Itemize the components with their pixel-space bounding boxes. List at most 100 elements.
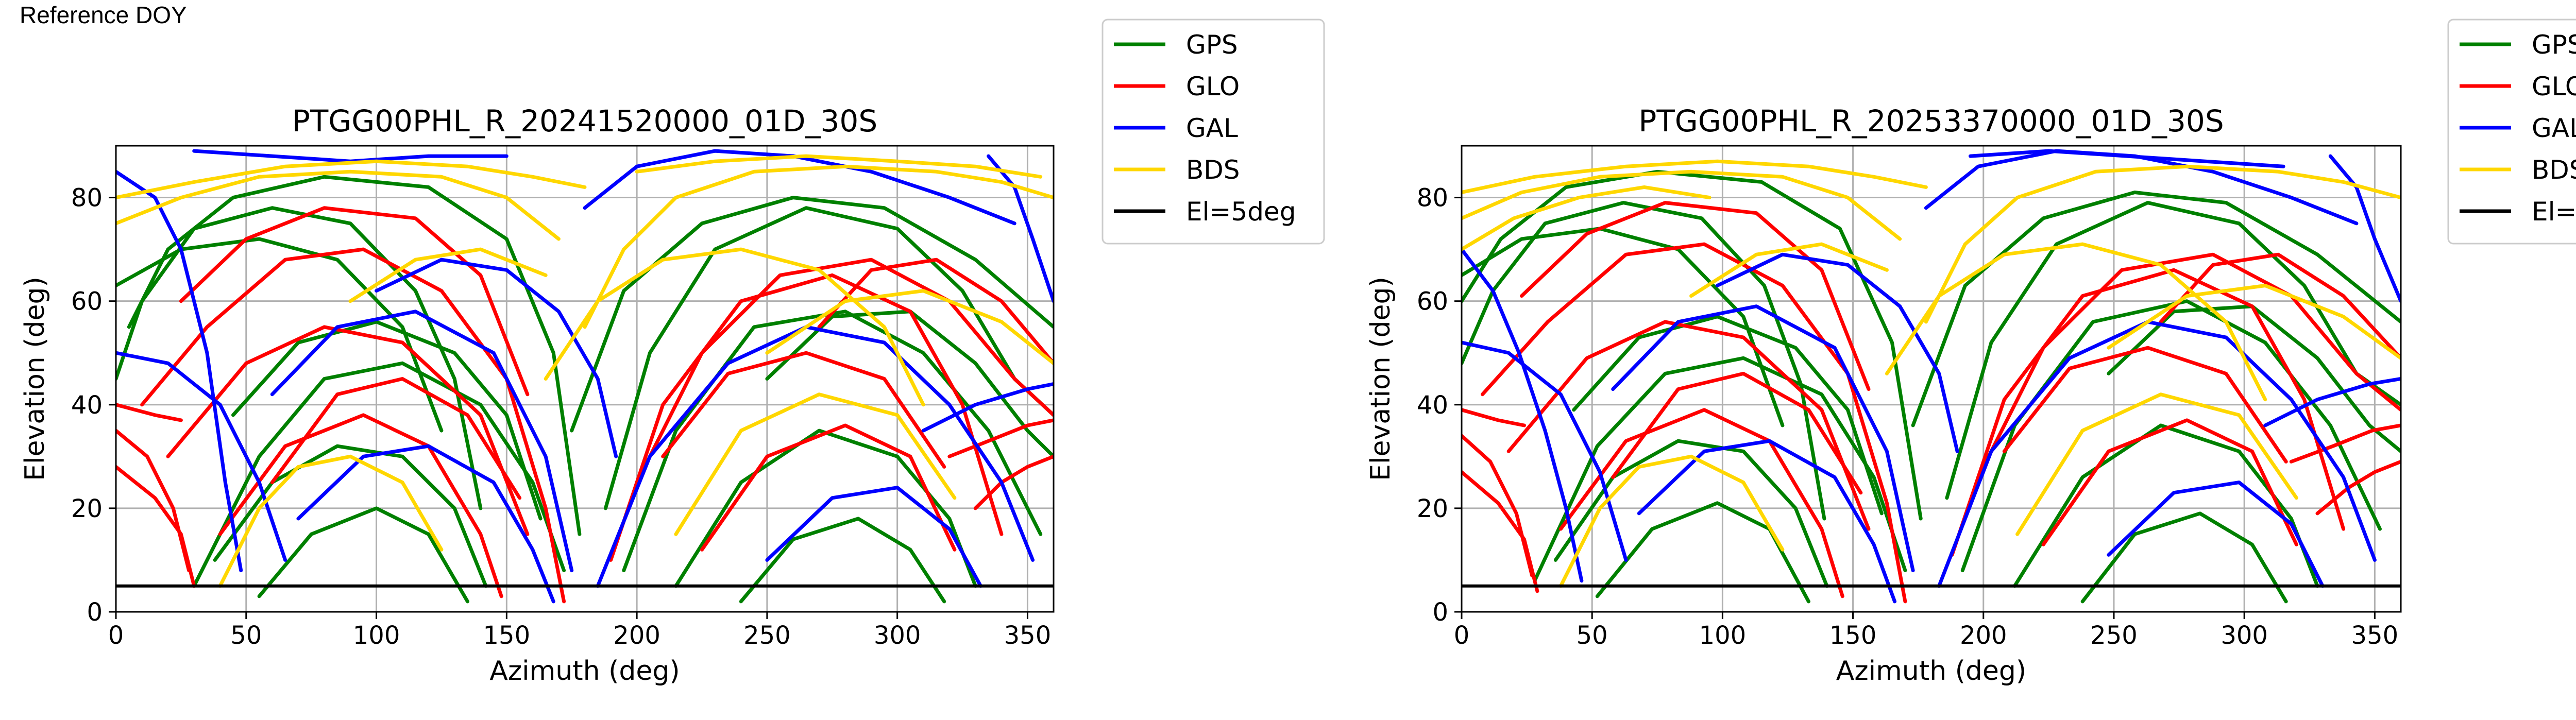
satellite-track: [166, 325, 530, 536]
x-tick-label: 150: [1829, 621, 1877, 650]
legend-label: BDS: [2532, 155, 2576, 185]
satellite-track: [765, 289, 1054, 365]
satellite-track: [1462, 470, 1539, 593]
satellite-track: [1611, 371, 1863, 495]
satellite-track: [257, 506, 469, 604]
series-gps: [1462, 169, 2401, 604]
x-tick-label: 50: [230, 621, 262, 650]
satellite-track: [192, 361, 566, 588]
satellite-track: [116, 428, 191, 573]
y-tick-label: 40: [1417, 391, 1448, 420]
satellite-track: [570, 196, 1054, 433]
satellite-track: [1506, 320, 1871, 531]
satellite-track: [1637, 439, 1897, 604]
satellite-track: [116, 237, 444, 433]
x-tick-label: 300: [874, 621, 921, 650]
satellite-track: [1611, 304, 1915, 573]
x-tick-label: 200: [613, 621, 660, 650]
satellite-track: [1462, 434, 1534, 578]
satellite-track: [1937, 320, 2377, 588]
satellite-track: [1715, 252, 1959, 453]
satellite-track: [1924, 149, 2359, 226]
satellite-track: [2041, 418, 2298, 546]
legend-frame: [1101, 19, 1325, 245]
satellite-track: [622, 310, 1043, 573]
x-tick-label: 200: [1960, 621, 2007, 650]
x-tick-label: 350: [1004, 621, 1052, 650]
y-tick-label: 80: [71, 184, 103, 213]
satellite-track: [661, 351, 946, 469]
x-tick-label: 0: [108, 621, 124, 650]
satellite-track: [192, 149, 509, 163]
satellite-track: [231, 320, 543, 521]
page-heading: Reference DOY: [20, 2, 187, 28]
x-tick-label: 100: [353, 621, 400, 650]
satellite-track: [375, 258, 618, 458]
x-axis-label: Azimuth (deg): [1836, 656, 2026, 687]
satellite-track: [609, 273, 1004, 562]
satellite-track: [140, 247, 566, 604]
satellite-track: [1462, 169, 1923, 521]
chart-title: PTGG00PHL_R_20253370000_01D_30S: [1638, 104, 2224, 139]
satellite-track: [296, 444, 555, 604]
y-tick-label: 60: [71, 287, 103, 316]
satellite-track: [674, 428, 977, 588]
satellite-track: [1462, 340, 1628, 562]
x-tick-label: 300: [2221, 621, 2268, 650]
satellite-track: [1885, 242, 2267, 402]
satellite-track: [1911, 191, 2401, 427]
legend-label: GAL: [1186, 113, 1238, 143]
satellite-track: [116, 206, 483, 510]
satellite-track: [1520, 201, 1871, 391]
satellite-track: [270, 310, 574, 573]
satellite-track: [116, 465, 196, 588]
satellite-track: [116, 159, 587, 200]
satellite-track: [1462, 159, 1928, 194]
y-axis-label: Elevation (deg): [20, 277, 50, 481]
y-tick-label: 20: [1417, 494, 1448, 523]
satellite-track: [1945, 201, 2401, 500]
axes-frame: [1461, 145, 2402, 613]
satellite-track: [1950, 268, 2346, 557]
satellite-track: [2328, 154, 2401, 303]
satellite-track: [596, 325, 1035, 588]
satellite-track: [603, 206, 1054, 510]
x-tick-label: 150: [483, 621, 531, 650]
satellite-track: [1595, 501, 1810, 604]
legend-label: GPS: [1186, 30, 1238, 60]
satellite-track: [2015, 392, 2298, 536]
satellite-track: [2080, 511, 2288, 604]
satellite-track: [947, 418, 1054, 458]
x-tick-label: 350: [2351, 621, 2399, 650]
x-tick-label: 100: [1699, 621, 1747, 650]
legend-label: BDS: [1186, 155, 1240, 185]
satellite-track: [583, 164, 1054, 329]
satellite-track: [973, 454, 1054, 510]
satellite-track: [1462, 169, 1902, 241]
x-tick-label: 250: [743, 621, 791, 650]
legend-label: GLO: [1186, 72, 1240, 101]
legend: GPS GLO GAL BDS El=5deg: [2447, 19, 2576, 245]
legend-label: El=5deg: [2532, 197, 2576, 227]
satellite-track: [2315, 459, 2401, 516]
legend-label: El=5deg: [1186, 197, 1296, 227]
satellite-track: [1462, 408, 1526, 427]
satellite-track: [179, 206, 530, 397]
satellite-track: [2289, 423, 2401, 464]
x-tick-label: 250: [2090, 621, 2138, 650]
legend-label: GPS: [2532, 30, 2576, 60]
satellite-track: [116, 169, 243, 573]
satellite-track: [2002, 346, 2288, 464]
satellite-track: [765, 486, 982, 588]
satellite-track: [1553, 439, 1829, 588]
satellite-track: [817, 258, 1054, 365]
satellite-track: [635, 258, 1054, 485]
satellite-track: [2013, 423, 2319, 588]
y-tick-label: 60: [1417, 287, 1448, 316]
satellite-track: [544, 247, 925, 407]
series-gps: [116, 175, 1054, 604]
y-tick-label: 0: [1432, 598, 1448, 627]
legend-label: GLO: [2532, 72, 2576, 101]
y-tick-label: 20: [71, 494, 103, 523]
